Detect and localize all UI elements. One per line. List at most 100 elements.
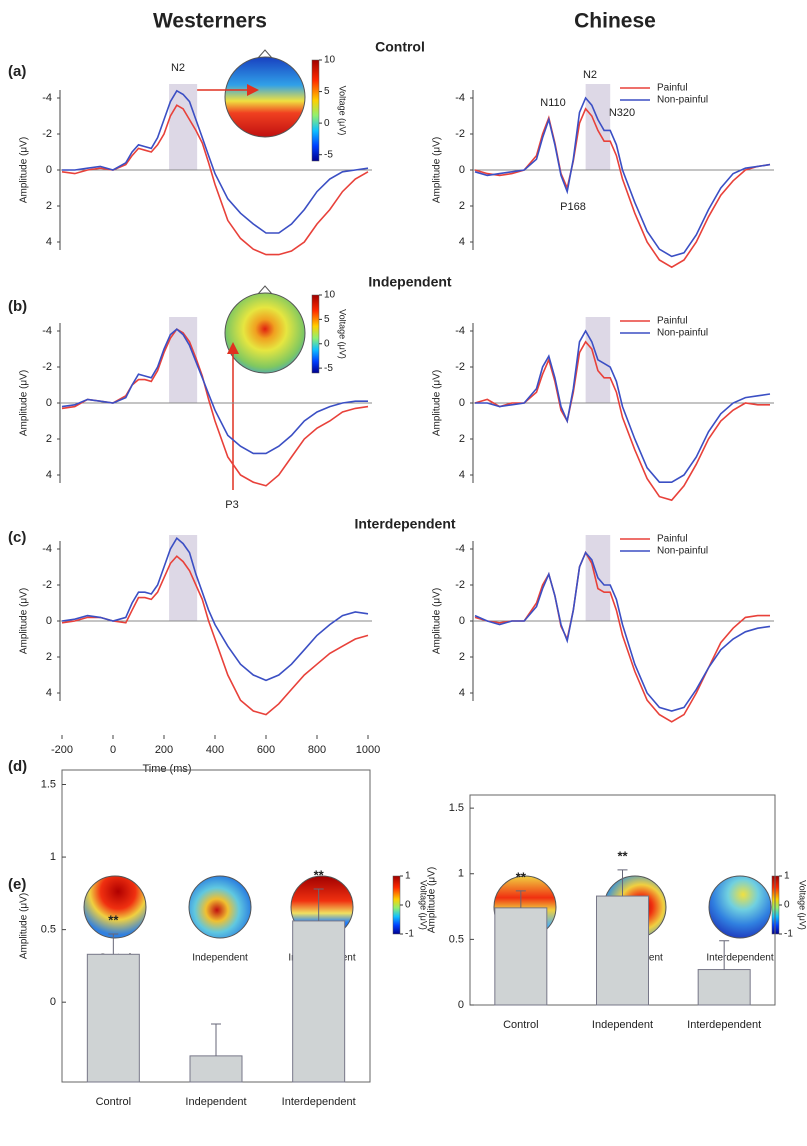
error-bar: [719, 940, 730, 970]
nose: [257, 49, 273, 59]
colorbar-tick-label: 10: [324, 290, 336, 301]
y-tick-label: 1.5: [41, 778, 56, 790]
scalp-map: [83, 875, 147, 939]
annotation: N320: [609, 107, 635, 119]
x-tick-label: 600: [257, 744, 275, 756]
topomap-label: Independent: [192, 953, 248, 964]
x-tick-label: 400: [206, 744, 224, 756]
colorbar-tick-label: 5: [324, 86, 330, 97]
legend-label: Non-painful: [657, 95, 708, 106]
y-tick-label: 1.5: [449, 802, 464, 814]
y-tick-label: 2: [46, 651, 52, 663]
y-tick-label: 2: [459, 200, 465, 212]
y-tick-label: -4: [455, 92, 465, 104]
bar: [494, 907, 548, 1006]
y-tick-label: 0.5: [41, 924, 56, 936]
colorbar-label: Voltage (μV): [338, 309, 348, 359]
error-bar: [211, 1023, 221, 1056]
y-tick-label: 0: [459, 164, 465, 176]
colorbar: [311, 294, 320, 374]
bar: [189, 1055, 243, 1083]
colorbar-tick-label: 1: [784, 871, 790, 882]
legend-label: Non-painful: [657, 328, 708, 339]
colorbar-tick-label: -1: [784, 929, 793, 940]
y-tick-label: -2: [42, 361, 52, 373]
bar: [86, 953, 140, 1083]
y-tick-label: 4: [459, 236, 465, 248]
x-tick-label: Independent: [185, 1096, 246, 1108]
annotation: P3: [225, 499, 238, 511]
y-tick-label: 2: [459, 651, 465, 663]
x-tick-label: Control: [96, 1096, 131, 1108]
scalp-map: [708, 875, 772, 939]
colorbar-tick-label: 0: [324, 118, 330, 129]
colorbar-tick-label: -5: [324, 149, 333, 160]
y-axis-label: Amplitude (μV): [19, 370, 30, 436]
erp-line: [61, 555, 369, 716]
x-tick-label: Interdependent: [282, 1096, 356, 1108]
erp-line: [61, 328, 368, 455]
significance: **: [108, 912, 119, 927]
colorbar-tick-label: -5: [324, 363, 333, 374]
y-axis-label: Amplitude (μV): [19, 588, 30, 654]
annotation: N2: [583, 69, 597, 81]
time-window: [585, 84, 611, 170]
y-axis-label: Amplitude (μV): [19, 137, 30, 203]
erp-line: [474, 340, 770, 502]
scalp-map: [188, 875, 252, 939]
annotation: N2: [171, 62, 185, 74]
y-tick-label: 4: [459, 469, 465, 481]
y-tick-label: -2: [455, 128, 465, 140]
error-bar: [313, 888, 324, 921]
colorbar-label: Voltage (μV): [338, 86, 348, 136]
column-title: Chinese: [574, 10, 656, 33]
y-tick-label: -4: [455, 325, 465, 337]
legend-label: Painful: [657, 534, 688, 545]
legend-label: Non-painful: [657, 546, 708, 557]
y-tick-label: 1: [458, 868, 464, 880]
y-tick-label: 0: [46, 397, 52, 409]
erp-line: [475, 329, 771, 483]
erp-line: [61, 104, 369, 256]
scalp-maps: [83, 49, 772, 939]
error-bar: [617, 869, 628, 897]
erp-line: [62, 89, 369, 234]
y-tick-label: -4: [42, 325, 52, 337]
y-tick-label: 2: [459, 433, 465, 445]
colorbar-tick-label: 5: [324, 314, 330, 325]
y-tick-label: 0: [46, 164, 52, 176]
colorbar-label: Voltage (μV): [798, 880, 807, 930]
colorbar-tick-label: 10: [324, 55, 336, 66]
colorbar-tick-label: 0: [405, 900, 411, 911]
topomap-label: Interdependent: [706, 953, 774, 964]
panel-label: (b): [8, 298, 27, 315]
y-tick-label: 1: [50, 851, 56, 863]
significance: **: [314, 867, 325, 882]
panel-label: (e): [8, 876, 26, 893]
time-window: [169, 317, 198, 403]
error-bar: [108, 933, 119, 955]
x-tick-label: 0: [110, 744, 116, 756]
x-tick-label: 1000: [356, 744, 380, 756]
y-tick-label: -4: [455, 543, 465, 555]
panel-label: (a): [8, 63, 26, 80]
legend-label: Painful: [657, 316, 688, 327]
condition-title: Control: [375, 39, 425, 55]
x-tick-label: 200: [155, 744, 173, 756]
x-tick-label: Independent: [592, 1019, 653, 1031]
scalp-map: [224, 56, 306, 138]
erp-line: [61, 536, 369, 682]
y-tick-label: -2: [455, 361, 465, 373]
colorbar-tick-label: 0: [324, 338, 330, 349]
bar: [596, 895, 649, 1006]
y-tick-label: -4: [42, 543, 52, 555]
y-tick-label: 0.5: [449, 933, 464, 945]
x-tick-label: Interdependent: [687, 1019, 761, 1031]
x-tick-label: 800: [308, 744, 326, 756]
legend-label: Painful: [657, 83, 688, 94]
y-tick-label: 4: [459, 687, 465, 699]
y-axis-label: Amplitude (μV): [427, 867, 438, 933]
condition-title: Independent: [368, 274, 452, 290]
nose: [257, 285, 273, 295]
